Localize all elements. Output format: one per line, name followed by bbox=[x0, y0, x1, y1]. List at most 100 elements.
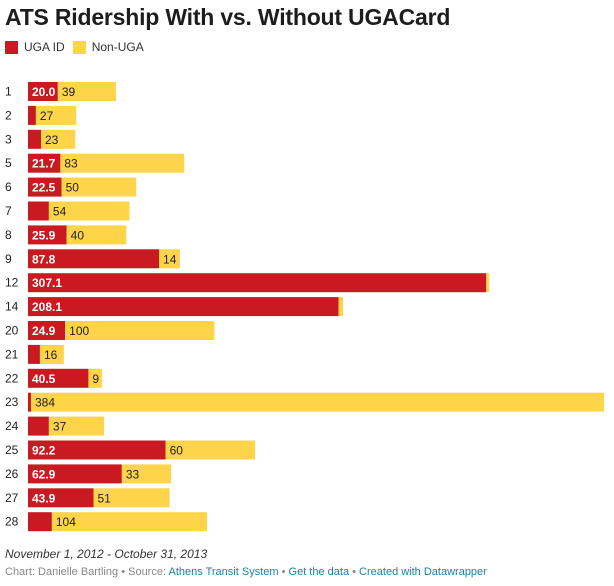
bar-row: 5 21.7 83 bbox=[5, 153, 185, 173]
category-label: 9 bbox=[5, 252, 12, 266]
data-label-non-uga: 27 bbox=[40, 109, 54, 123]
bar-non-uga bbox=[486, 273, 490, 293]
category-label: 25 bbox=[5, 443, 19, 457]
bar-row: 3 23 bbox=[5, 129, 76, 149]
bar-non-uga bbox=[51, 512, 208, 532]
category-label: 28 bbox=[5, 515, 19, 529]
bar-non-uga bbox=[338, 297, 344, 317]
data-label-non-uga: 23 bbox=[45, 133, 59, 147]
chart-notes: November 1, 2012 - October 31, 2013 bbox=[5, 547, 208, 561]
bar-row: 8 25.9 40 bbox=[5, 225, 127, 245]
get-data-link[interactable]: Get the data bbox=[288, 566, 350, 578]
chart-title: ATS Ridership With vs. Without UGACard bbox=[5, 4, 451, 30]
data-label-uga-id: 43.9 bbox=[32, 491, 56, 505]
bar-uga-id bbox=[28, 249, 160, 269]
bar-non-uga bbox=[40, 129, 76, 149]
bar-uga-id bbox=[28, 344, 40, 364]
bar-non-uga bbox=[165, 440, 256, 460]
data-label-non-uga: 51 bbox=[98, 491, 112, 505]
bar-non-uga bbox=[30, 392, 605, 412]
bar-uga-id bbox=[28, 321, 66, 340]
bar-non-uga bbox=[88, 368, 102, 388]
data-label-non-uga: 14 bbox=[163, 252, 177, 266]
legend-swatch-non-uga bbox=[72, 40, 86, 54]
footer-separator: • bbox=[121, 566, 126, 578]
bar-row: 26 62.9 33 bbox=[5, 464, 172, 484]
category-label: 27 bbox=[5, 491, 19, 505]
source-prefix: Source: bbox=[128, 566, 167, 578]
bar-row: 6 22.5 50 bbox=[5, 177, 137, 197]
category-label: 3 bbox=[5, 132, 12, 146]
bar-uga-id bbox=[28, 392, 31, 412]
bar-non-uga bbox=[93, 488, 170, 508]
bar-non-uga bbox=[61, 177, 137, 197]
data-label-uga-id: 87.8 bbox=[32, 252, 56, 266]
bar-uga-id bbox=[28, 273, 487, 293]
bar-row: 7 54 bbox=[5, 201, 130, 221]
category-label: 8 bbox=[5, 228, 12, 242]
data-label-non-uga: 104 bbox=[56, 515, 76, 529]
category-label: 23 bbox=[5, 395, 19, 409]
legend: UGA ID Non-UGA bbox=[5, 40, 152, 54]
bar-uga-id bbox=[28, 440, 166, 460]
bar-non-uga bbox=[60, 153, 185, 173]
bar-non-uga bbox=[48, 416, 105, 436]
bar-row: 28 104 bbox=[5, 512, 208, 532]
chart-footer: Chart: Danielle Bartling • Source: Athen… bbox=[5, 566, 487, 578]
bar-non-uga bbox=[57, 82, 117, 101]
bar-uga-id bbox=[28, 225, 67, 245]
footer-separator: • bbox=[352, 566, 356, 578]
legend-label-non-uga: Non-UGA bbox=[91, 40, 144, 54]
bar-non-uga bbox=[48, 201, 130, 221]
data-label-non-uga: 60 bbox=[170, 444, 184, 458]
data-label-uga-id: 40.5 bbox=[32, 372, 56, 386]
bar-row: 20 24.9 100 bbox=[5, 321, 215, 340]
category-label: 6 bbox=[5, 180, 12, 194]
bar-chart: 1 20.0 39 2 27 3 23 5 21.7 83 6 22.5 50 7 54 8 25.9 40 9 87… bbox=[5, 82, 605, 532]
bar-row: 14 208.1 bbox=[5, 297, 344, 317]
bar-non-uga bbox=[159, 249, 180, 269]
bar-row: 21 16 bbox=[5, 344, 64, 364]
legend-swatch-uga-id bbox=[5, 40, 18, 54]
legend-item-non-uga: Non-UGA bbox=[72, 40, 144, 54]
data-label-uga-id: 21.7 bbox=[32, 157, 56, 171]
bar-uga-id bbox=[28, 512, 52, 532]
bar-non-uga bbox=[35, 105, 77, 125]
bar-row: 25 92.2 60 bbox=[5, 440, 256, 460]
bar-non-uga bbox=[121, 464, 172, 484]
datawrapper-link[interactable]: Created with Datawrapper bbox=[359, 566, 487, 578]
bar-non-uga bbox=[66, 225, 127, 245]
legend-item-uga-id: UGA ID bbox=[5, 40, 65, 54]
data-label-non-uga: 33 bbox=[126, 467, 140, 481]
data-label-uga-id: 92.2 bbox=[32, 444, 56, 458]
source-link[interactable]: Athens Transit System bbox=[168, 566, 279, 578]
category-label: 24 bbox=[5, 419, 19, 433]
bar-uga-id bbox=[28, 82, 58, 101]
category-label: 22 bbox=[5, 371, 19, 385]
bar-uga-id bbox=[28, 297, 339, 317]
category-label: 2 bbox=[5, 108, 12, 122]
bar-row: 9 87.8 14 bbox=[5, 249, 180, 269]
data-label-uga-id: 62.9 bbox=[32, 467, 56, 481]
bar-uga-id bbox=[28, 105, 36, 125]
bar-row: 12 307.1 bbox=[5, 273, 490, 293]
category-label: 14 bbox=[5, 300, 19, 314]
data-label-uga-id: 307.1 bbox=[32, 276, 62, 290]
data-label-non-uga: 39 bbox=[62, 85, 76, 99]
bar-uga-id bbox=[28, 153, 61, 173]
legend-label-uga-id: UGA ID bbox=[24, 40, 65, 54]
bar-row: 1 20.0 39 bbox=[5, 82, 117, 101]
category-label: 26 bbox=[5, 467, 19, 481]
data-label-uga-id: 24.9 bbox=[32, 324, 56, 338]
data-label-non-uga: 37 bbox=[53, 420, 67, 434]
bar-uga-id bbox=[28, 129, 41, 149]
data-label-non-uga: 83 bbox=[64, 157, 78, 171]
bar-row: 2 27 bbox=[5, 105, 77, 125]
category-label: 20 bbox=[5, 324, 19, 338]
data-label-non-uga: 100 bbox=[69, 324, 89, 338]
category-label: 7 bbox=[5, 204, 12, 218]
data-label-uga-id: 22.5 bbox=[32, 181, 56, 195]
category-label: 1 bbox=[5, 85, 12, 99]
footer-separator: • bbox=[281, 566, 286, 578]
bar-uga-id bbox=[28, 201, 49, 221]
